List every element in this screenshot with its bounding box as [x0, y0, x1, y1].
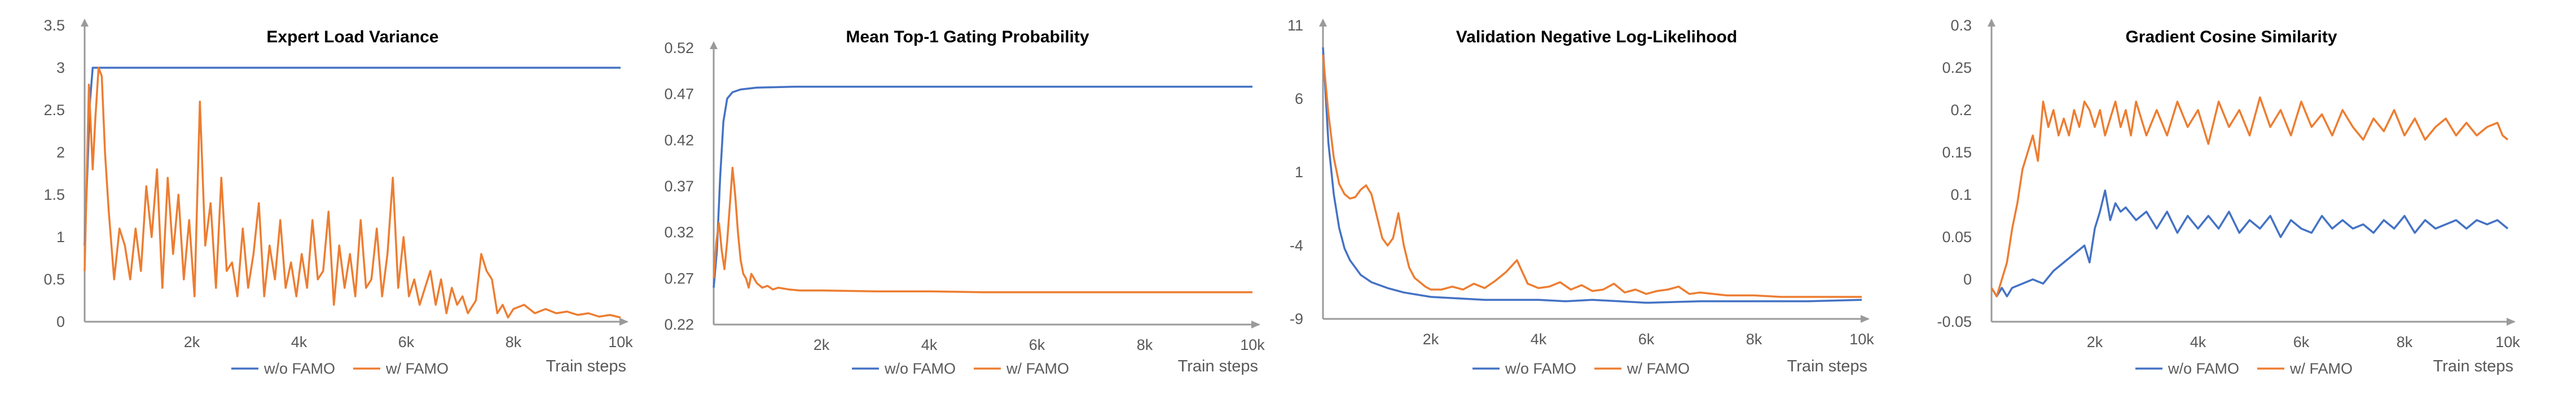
x-tick-label: 8k	[1746, 331, 1762, 348]
y-tick-label: -4	[1290, 237, 1303, 254]
series-line-w-famo	[713, 167, 1252, 294]
x-tick-label: 10k	[1849, 331, 1874, 348]
legend-item: w/o FAMO	[852, 360, 956, 377]
x-axis-label: Train steps	[1178, 357, 1258, 375]
x-tick-label: 2k	[814, 336, 830, 353]
legend-label: w/ FAMO	[1006, 360, 1069, 377]
legend-item: w/ FAMO	[974, 360, 1069, 377]
y-tick-label: 0	[56, 313, 65, 330]
y-tick-label: 0.52	[664, 40, 694, 56]
y-tick-label: 0.15	[1942, 144, 1972, 161]
series-line-w-famo	[1990, 96, 2509, 297]
y-tick-label: 2.5	[43, 102, 65, 119]
x-tick-label: 2k	[1423, 331, 1439, 348]
chart-title: Expert Load Variance	[266, 28, 438, 46]
legend-item: w/ FAMO	[1594, 360, 1690, 377]
y-tick-label: 0.37	[664, 178, 694, 195]
x-axis-arrow-icon	[1861, 315, 1870, 323]
series-line-w-o-famo	[713, 85, 1252, 288]
y-tick-label: 0.1	[1950, 186, 1972, 203]
y-tick-label: 0.3	[1950, 17, 1972, 34]
y-tick-label: 0.32	[664, 224, 694, 241]
y-tick-label: 0.25	[1942, 59, 1972, 76]
y-axis-arrow-icon	[1319, 19, 1327, 27]
series-line-w-o-famo	[83, 67, 621, 246]
chart-title: Gradient Cosine Similarity	[2125, 28, 2337, 46]
x-tick-label: 10k	[2495, 334, 2520, 351]
legend-label: w/ FAMO	[2289, 360, 2353, 377]
x-tick-label: 6k	[1029, 336, 1045, 353]
x-tick-label: 6k	[398, 334, 415, 351]
y-tick-label: 1.5	[43, 186, 65, 203]
y-tick-label: 0.47	[664, 86, 694, 103]
x-tick-label: 10k	[608, 334, 633, 351]
chart-panel-1: Expert Load Variance 0 0.5 1 1.5 2 2.5 3 3.5 2k 4k…	[43, 17, 633, 377]
legend-item: w/ FAMO	[353, 360, 449, 377]
y-tick-label: 0.27	[664, 270, 694, 287]
y-tick-label: 2	[56, 144, 65, 161]
x-axis-label: Train steps	[1787, 357, 1867, 375]
chart-panel-3: Validation Negative Log-Likelihood -9 -4 1 6…	[1287, 17, 1874, 377]
legend-label: w/ FAMO	[1627, 360, 1690, 377]
y-tick-label: 0.42	[664, 132, 694, 148]
y-axis-arrow-icon	[81, 19, 89, 27]
series-line-w-famo	[1322, 54, 1862, 298]
y-tick-label: 3	[56, 59, 65, 76]
y-tick-label: 0.05	[1942, 229, 1972, 246]
y-tick-label: 1	[56, 229, 65, 246]
x-axis-arrow-icon	[619, 318, 628, 326]
x-tick-label: 4k	[291, 334, 307, 351]
x-tick-label: 4k	[1531, 331, 1547, 348]
legend-label: w/o FAMO	[884, 360, 956, 377]
legend-item: w/o FAMO	[2135, 360, 2239, 377]
x-axis-label: Train steps	[546, 357, 626, 375]
legend-label: w/o FAMO	[263, 360, 335, 377]
legend-label: w/ FAMO	[385, 360, 449, 377]
x-tick-label: 8k	[2397, 334, 2413, 351]
legend-label: w/o FAMO	[1505, 360, 1576, 377]
legend-item: w/o FAMO	[231, 360, 335, 377]
series-line-w-famo	[83, 67, 621, 319]
y-tick-label: -0.05	[1937, 313, 1972, 330]
legend-item: w/ FAMO	[2257, 360, 2353, 377]
y-tick-label: 0.2	[1950, 102, 1972, 119]
legend-item: w/o FAMO	[1472, 360, 1576, 377]
y-tick-label: 0.22	[664, 316, 694, 333]
chart-title: Mean Top-1 Gating Probability	[846, 28, 1089, 46]
y-axis-arrow-icon	[1988, 19, 1995, 27]
y-tick-label: 3.5	[43, 17, 65, 34]
x-tick-label: 4k	[921, 336, 938, 353]
x-tick-label: 4k	[2190, 334, 2206, 351]
x-tick-label: 2k	[2087, 334, 2103, 351]
y-tick-label: 0.5	[43, 271, 65, 288]
y-tick-label: 6	[1295, 90, 1303, 107]
series-line-w-o-famo	[1990, 189, 2509, 297]
chart-panel-2: Mean Top-1 Gating Probability 0.22 0.27 0.3…	[664, 28, 1265, 377]
x-axis-arrow-icon	[2507, 318, 2516, 326]
x-tick-label: 8k	[505, 334, 522, 351]
chart-panel-4: Gradient Cosine Similarity -0.05 0 0.05 0.1 0…	[1937, 17, 2520, 377]
x-tick-label: 8k	[1137, 336, 1153, 353]
y-tick-label: 0	[1963, 271, 1972, 288]
y-axis-arrow-icon	[710, 41, 718, 49]
x-tick-label: 6k	[2293, 334, 2310, 351]
y-tick-label: 11	[1287, 17, 1303, 34]
chart-title: Validation Negative Log-Likelihood	[1456, 28, 1737, 46]
legend-label: w/o FAMO	[2168, 360, 2239, 377]
y-tick-label: 1	[1295, 164, 1303, 181]
y-tick-label: -9	[1290, 310, 1303, 327]
x-tick-label: 6k	[1638, 331, 1655, 348]
x-axis-label: Train steps	[2433, 357, 2513, 375]
x-tick-label: 10k	[1240, 336, 1265, 353]
x-tick-label: 2k	[184, 334, 200, 351]
x-axis-arrow-icon	[1251, 321, 1260, 328]
series-line-w-o-famo	[1322, 47, 1862, 304]
